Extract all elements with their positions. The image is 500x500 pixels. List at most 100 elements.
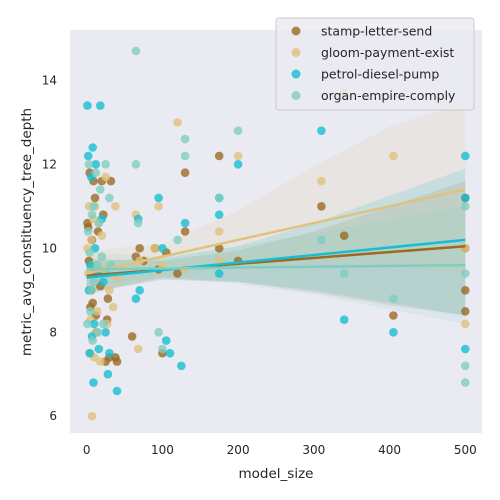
point-organ-empire-comply (88, 336, 97, 345)
point-petrol-diesel-pump (91, 160, 101, 169)
point-organ-empire-comply (86, 307, 95, 316)
point-organ-empire-comply (94, 218, 104, 228)
point-stamp-letter-send (214, 244, 224, 253)
point-stamp-letter-send (317, 202, 326, 211)
x-tick-label: 400 (378, 443, 401, 457)
point-gloom-payment-exist (108, 302, 118, 312)
point-stamp-letter-send (103, 294, 113, 304)
point-petrol-diesel-pump (105, 348, 114, 358)
legend-label: organ-empire-comply (321, 88, 456, 103)
point-petrol-diesel-pump (86, 260, 95, 270)
point-petrol-diesel-pump (461, 193, 470, 203)
point-petrol-diesel-pump (131, 294, 141, 304)
point-organ-empire-comply (180, 151, 190, 161)
y-axis-ticks: 6 8 10 12 14 (42, 73, 57, 423)
x-tick-label: 0 (83, 443, 91, 457)
confidence-band-organ-empire-comply (86, 206, 466, 324)
confidence-band-gloom-payment-exist (86, 101, 466, 295)
point-organ-empire-comply (233, 126, 243, 135)
point-petrol-diesel-pump (389, 328, 398, 337)
legend-marker (291, 48, 301, 57)
point-gloom-payment-exist (93, 307, 102, 316)
point-organ-empire-comply (86, 286, 96, 295)
point-petrol-diesel-pump (214, 269, 224, 278)
point-organ-empire-comply (101, 160, 110, 169)
point-gloom-payment-exist (97, 231, 107, 240)
point-organ-empire-comply (83, 227, 93, 236)
point-stamp-letter-send (112, 357, 122, 366)
point-stamp-letter-send (90, 193, 100, 203)
point-petrol-diesel-pump (101, 328, 110, 337)
x-axis-label: model_size (239, 466, 314, 482)
point-petrol-diesel-pump (158, 244, 167, 253)
point-petrol-diesel-pump (154, 193, 163, 203)
point-gloom-payment-exist (389, 151, 398, 161)
point-organ-empire-comply (389, 294, 398, 304)
point-gloom-payment-exist (154, 202, 163, 211)
point-organ-empire-comply (461, 378, 470, 387)
legend-marker (291, 26, 301, 36)
point-stamp-letter-send (135, 244, 144, 253)
x-tick-label: 500 (454, 443, 477, 457)
point-petrol-diesel-pump (88, 143, 97, 152)
point-petrol-diesel-pump (461, 151, 470, 161)
point-gloom-payment-exist (86, 235, 96, 245)
point-organ-empire-comply (461, 202, 470, 211)
point-organ-empire-comply (173, 235, 182, 245)
point-organ-empire-comply (131, 46, 141, 56)
point-petrol-diesel-pump (180, 218, 190, 228)
point-stamp-letter-send (88, 298, 97, 308)
point-organ-empire-comply (93, 260, 102, 270)
point-petrol-diesel-pump (83, 151, 93, 161)
point-gloom-payment-exist (150, 244, 160, 253)
point-stamp-letter-send (461, 307, 470, 316)
point-stamp-letter-send (127, 332, 137, 341)
point-petrol-diesel-pump (461, 344, 470, 354)
point-petrol-diesel-pump (85, 348, 94, 358)
point-petrol-diesel-pump (317, 126, 326, 135)
point-stamp-letter-send (173, 269, 182, 278)
legend-marker (291, 69, 301, 79)
point-organ-empire-comply (87, 210, 97, 219)
point-organ-empire-comply (96, 185, 105, 194)
point-petrol-diesel-pump (112, 386, 122, 396)
point-gloom-payment-exist (317, 176, 326, 186)
point-organ-empire-comply (154, 328, 163, 337)
point-stamp-letter-send (461, 286, 470, 295)
point-stamp-letter-send (180, 168, 190, 177)
point-stamp-letter-send (389, 311, 398, 320)
point-gloom-payment-exist (461, 319, 470, 329)
point-organ-empire-comply (339, 269, 349, 278)
point-stamp-letter-send (214, 151, 224, 161)
point-gloom-payment-exist (214, 227, 224, 236)
point-gloom-payment-exist (96, 357, 105, 366)
point-organ-empire-comply (317, 235, 326, 245)
point-organ-empire-comply (99, 319, 108, 329)
confidence-band-petrol-diesel-pump (86, 168, 466, 316)
y-tick-label: 12 (42, 157, 57, 171)
legend: stamp-letter-send gloom-payment-exist petr… (275, 17, 475, 111)
point-petrol-diesel-pump (214, 210, 224, 219)
point-petrol-diesel-pump (135, 286, 144, 295)
point-petrol-diesel-pump (165, 348, 175, 358)
point-organ-empire-comply (158, 344, 167, 354)
point-petrol-diesel-pump (96, 101, 105, 110)
fit-line-organ-empire-comply (86, 263, 466, 271)
point-organ-empire-comply (133, 218, 143, 228)
point-petrol-diesel-pump (177, 361, 186, 371)
point-petrol-diesel-pump (89, 378, 98, 387)
y-tick-label: 6 (49, 409, 57, 423)
point-organ-empire-comply (91, 168, 101, 177)
fit-line-petrol-diesel-pump (86, 238, 466, 279)
point-organ-empire-comply (84, 160, 94, 169)
point-organ-empire-comply (461, 361, 470, 371)
fit-line-gloom-payment-exist (86, 188, 466, 275)
y-axis-label: metric_avg_constituency_tree_depth (19, 108, 35, 356)
point-stamp-letter-send (180, 227, 190, 236)
point-petrol-diesel-pump (83, 101, 92, 110)
point-gloom-payment-exist (133, 344, 143, 354)
point-gloom-payment-exist (111, 202, 120, 211)
point-organ-empire-comply (180, 134, 190, 144)
legend-label: petrol-diesel-pump (321, 67, 439, 82)
